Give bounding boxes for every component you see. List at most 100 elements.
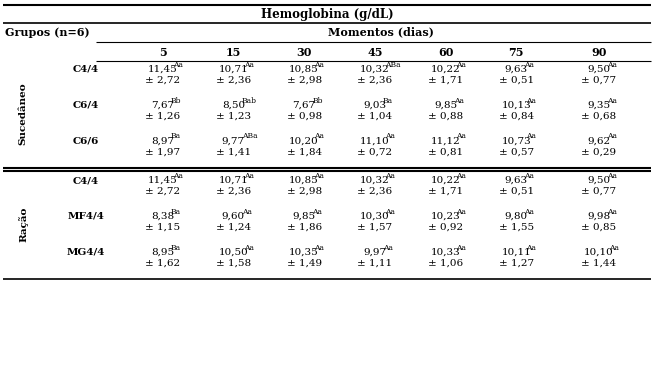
Text: ± 1,41: ± 1,41 — [216, 147, 251, 156]
Text: MG4/4: MG4/4 — [67, 248, 105, 256]
Text: ± 2,98: ± 2,98 — [286, 187, 322, 196]
Text: ± 1,86: ± 1,86 — [286, 223, 322, 232]
Text: Aa: Aa — [173, 61, 183, 69]
Text: 60: 60 — [438, 47, 453, 57]
Text: Aa: Aa — [173, 172, 183, 180]
Text: ± 2,98: ± 2,98 — [286, 76, 322, 85]
Text: Bab: Bab — [242, 97, 256, 105]
Text: Aa: Aa — [526, 244, 536, 252]
Text: ± 0,29: ± 0,29 — [581, 147, 617, 156]
Text: 9,50: 9,50 — [587, 65, 610, 74]
Text: 15: 15 — [226, 47, 241, 57]
Text: ± 0,88: ± 0,88 — [428, 111, 463, 120]
Text: 8,97: 8,97 — [151, 136, 174, 145]
Text: ± 1,44: ± 1,44 — [581, 258, 617, 267]
Text: 45: 45 — [367, 47, 383, 57]
Text: 30: 30 — [296, 47, 312, 57]
Text: 10,30: 10,30 — [360, 212, 390, 221]
Text: 8,50: 8,50 — [222, 100, 245, 109]
Text: ± 1,27: ± 1,27 — [498, 258, 534, 267]
Text: 10,22: 10,22 — [430, 65, 460, 74]
Text: 75: 75 — [508, 47, 524, 57]
Text: 10,85: 10,85 — [289, 176, 319, 185]
Text: ± 1,15: ± 1,15 — [145, 223, 181, 232]
Text: MF4/4: MF4/4 — [67, 212, 105, 221]
Text: ± 0,51: ± 0,51 — [498, 187, 534, 196]
Text: 10,10: 10,10 — [584, 248, 613, 256]
Text: Aa: Aa — [607, 133, 617, 140]
Text: Aa: Aa — [385, 133, 395, 140]
Text: 11,45: 11,45 — [148, 176, 178, 185]
Text: 10,35: 10,35 — [289, 248, 319, 256]
Text: Aa: Aa — [525, 61, 534, 69]
Text: ± 1,26: ± 1,26 — [145, 111, 181, 120]
Text: Ba: Ba — [171, 133, 181, 140]
Text: 10,11: 10,11 — [502, 248, 531, 256]
Text: Aa: Aa — [315, 244, 324, 252]
Text: Aa: Aa — [454, 97, 464, 105]
Text: ABa: ABa — [242, 133, 257, 140]
Text: 10,50: 10,50 — [218, 248, 249, 256]
Text: ± 0,98: ± 0,98 — [286, 111, 322, 120]
Text: ± 2,36: ± 2,36 — [357, 76, 392, 85]
Text: 90: 90 — [591, 47, 606, 57]
Text: Aa: Aa — [315, 172, 324, 180]
Text: ± 2,72: ± 2,72 — [145, 187, 181, 196]
Text: ± 0,51: ± 0,51 — [498, 76, 534, 85]
Text: Grupos (n=6): Grupos (n=6) — [5, 27, 90, 38]
Text: 10,32: 10,32 — [360, 176, 390, 185]
Text: ABa: ABa — [385, 61, 401, 69]
Text: 9,62: 9,62 — [587, 136, 610, 145]
Text: Ba: Ba — [171, 208, 181, 216]
Text: ± 1,58: ± 1,58 — [216, 258, 251, 267]
Text: Aa: Aa — [243, 244, 254, 252]
Text: ± 0,57: ± 0,57 — [498, 147, 534, 156]
Text: Aa: Aa — [525, 172, 534, 180]
Text: ± 0,92: ± 0,92 — [428, 223, 463, 232]
Text: 10,73: 10,73 — [502, 136, 531, 145]
Text: Aa: Aa — [456, 133, 466, 140]
Text: Aa: Aa — [242, 208, 252, 216]
Text: ± 1,62: ± 1,62 — [145, 258, 181, 267]
Text: ± 1,04: ± 1,04 — [357, 111, 392, 120]
Text: Aa: Aa — [243, 61, 254, 69]
Text: Aa: Aa — [385, 208, 395, 216]
Text: ± 1,84: ± 1,84 — [286, 147, 322, 156]
Text: ± 2,36: ± 2,36 — [216, 187, 251, 196]
Text: Bb: Bb — [171, 97, 181, 105]
Text: ± 0,77: ± 0,77 — [581, 187, 617, 196]
Text: 9,03: 9,03 — [363, 100, 387, 109]
Text: 8,95: 8,95 — [151, 248, 174, 256]
Text: Aa: Aa — [315, 61, 324, 69]
Text: 10,33: 10,33 — [430, 248, 460, 256]
Text: 9,85: 9,85 — [434, 100, 457, 109]
Text: ± 1,06: ± 1,06 — [428, 258, 463, 267]
Text: ± 0,85: ± 0,85 — [581, 223, 617, 232]
Text: 8,38: 8,38 — [151, 212, 174, 221]
Text: 10,20: 10,20 — [289, 136, 319, 145]
Text: 11,12: 11,12 — [430, 136, 460, 145]
Text: Aa: Aa — [385, 172, 395, 180]
Text: ± 1,55: ± 1,55 — [498, 223, 534, 232]
Text: 9,80: 9,80 — [505, 212, 528, 221]
Text: Aa: Aa — [526, 97, 536, 105]
Text: Aa: Aa — [607, 172, 617, 180]
Text: Sucedâneo: Sucedâneo — [19, 82, 28, 145]
Text: Hemoglobina (g/dL): Hemoglobina (g/dL) — [261, 8, 393, 21]
Text: 10,23: 10,23 — [430, 212, 460, 221]
Text: Ba: Ba — [171, 244, 181, 252]
Text: 10,71: 10,71 — [218, 176, 249, 185]
Text: 9,63: 9,63 — [505, 65, 528, 74]
Text: 9,77: 9,77 — [222, 136, 245, 145]
Text: 9,97: 9,97 — [363, 248, 387, 256]
Text: C4/4: C4/4 — [73, 65, 99, 74]
Text: Aa: Aa — [456, 61, 466, 69]
Text: Ba: Ba — [383, 97, 393, 105]
Text: 10,71: 10,71 — [218, 65, 249, 74]
Text: C4/4: C4/4 — [73, 176, 99, 185]
Text: 11,45: 11,45 — [148, 65, 178, 74]
Text: Aa: Aa — [607, 97, 617, 105]
Text: ± 1,57: ± 1,57 — [357, 223, 392, 232]
Text: ± 0,68: ± 0,68 — [581, 111, 617, 120]
Text: ± 2,72: ± 2,72 — [145, 76, 181, 85]
